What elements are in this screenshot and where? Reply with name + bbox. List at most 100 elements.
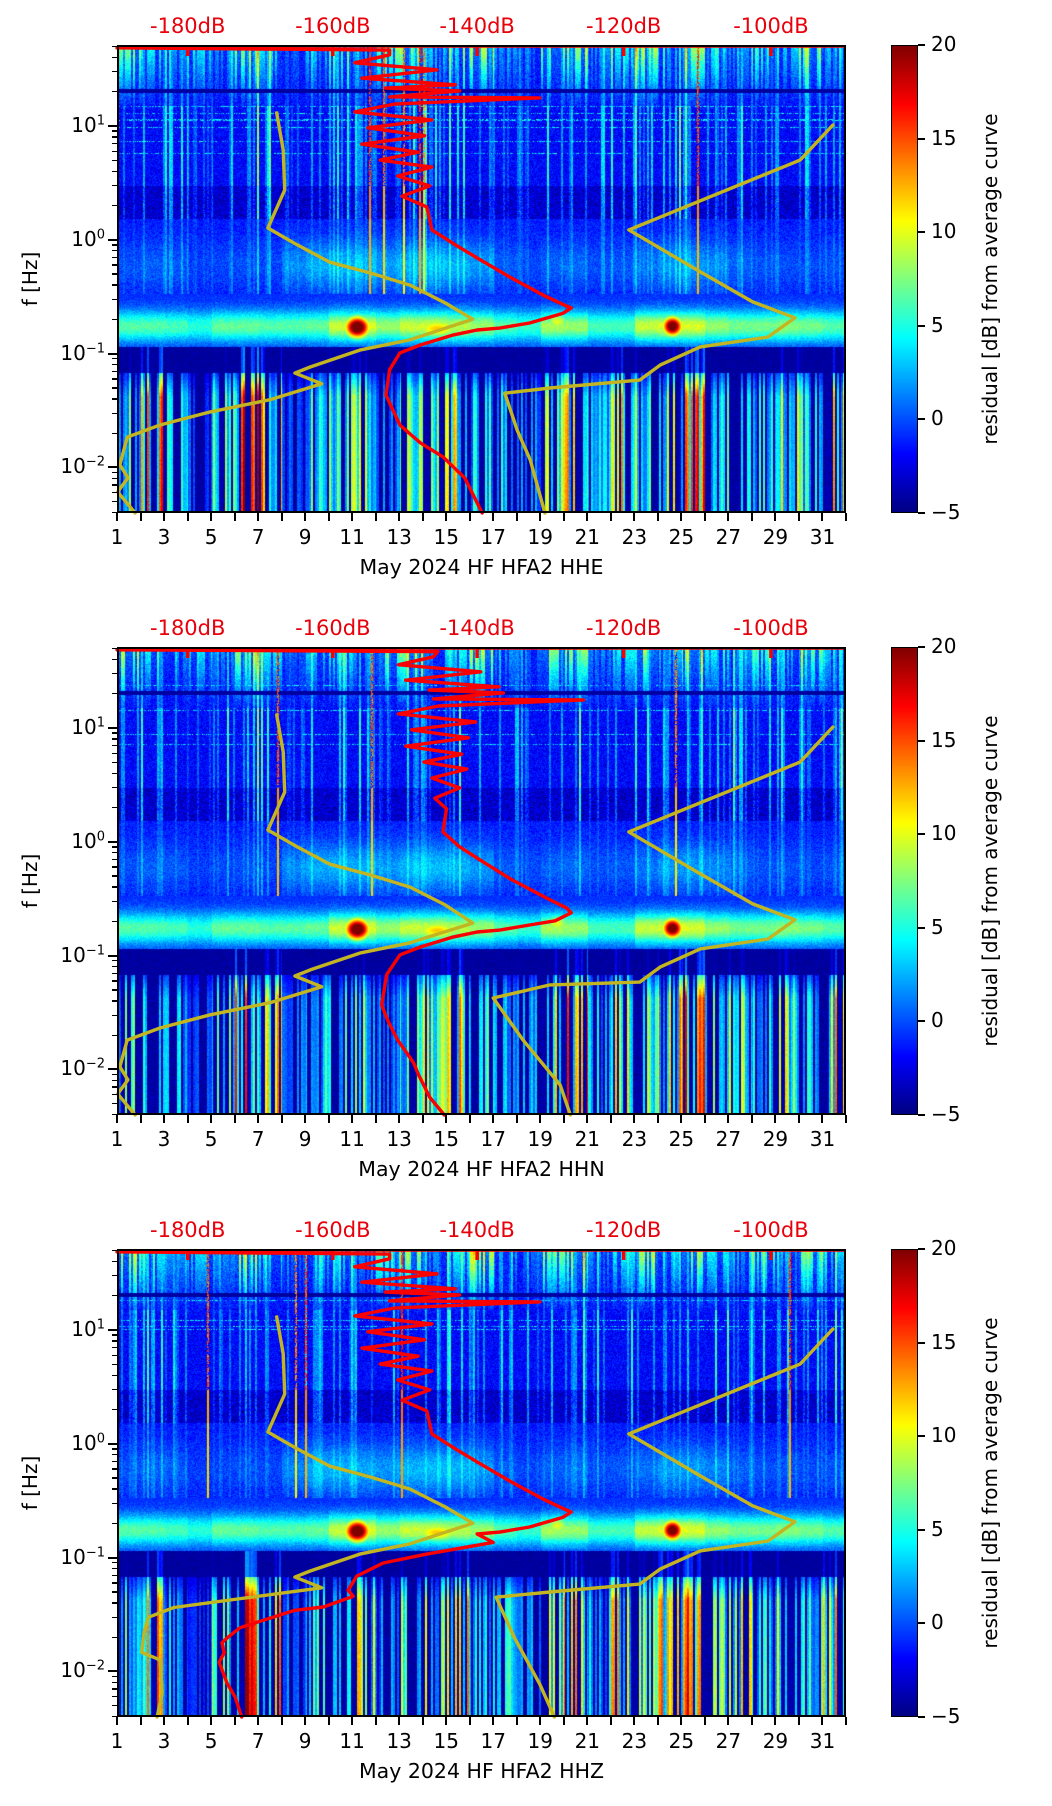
top-db-axis-label: -100dB [733, 616, 809, 640]
y-axis-minor-tick [112, 1249, 117, 1251]
colorbar-tick-label: 20 [931, 1236, 957, 1260]
x-axis-tick [116, 513, 118, 521]
x-axis-tick [727, 513, 730, 521]
x-axis-tick [774, 1717, 777, 1725]
high-noise-model-curve [503, 123, 835, 515]
colorbar-tick [918, 418, 925, 421]
y-axis-minor-tick [112, 273, 117, 275]
x-axis-tick [633, 513, 636, 521]
top-db-axis-label: -120dB [585, 616, 662, 640]
y-axis-minor-tick [112, 1074, 117, 1076]
y-axis-minor-tick [112, 806, 117, 809]
x-axis-tick-label: 29 [762, 1729, 789, 1753]
y-axis-minor-tick [112, 142, 117, 145]
y-axis-minor-tick [112, 432, 117, 434]
x-axis-tick [562, 513, 565, 521]
x-axis-tick-label: 21 [574, 1729, 601, 1753]
axis-spine [117, 1249, 119, 1717]
x-axis-tick-label: 23 [621, 1729, 648, 1753]
y-axis-minor-tick [112, 1460, 117, 1463]
axis-spine [844, 45, 846, 513]
spectrogram-image [117, 647, 846, 1115]
y-axis-minor-tick [112, 318, 117, 320]
x-axis-tick [257, 1717, 260, 1725]
x-axis-tick [703, 1717, 706, 1725]
colorbar-tick [918, 926, 925, 929]
y-axis-tick-label: 10−2 [60, 1056, 105, 1081]
y-axis-minor-tick [112, 972, 117, 974]
x-axis-tick [633, 1717, 636, 1725]
colorbar-tick [918, 1528, 925, 1531]
colorbar [891, 45, 918, 513]
top-db-axis-label: -180dB [150, 14, 226, 38]
x-axis-tick [562, 1115, 565, 1123]
x-axis-tick-label: 5 [204, 1127, 218, 1151]
x-axis-tick-label: 3 [157, 1127, 171, 1151]
x-axis-tick [280, 1717, 283, 1725]
y-axis-minor-tick [112, 412, 117, 414]
y-axis-tick-label: 10−2 [60, 1658, 105, 1683]
y-axis-minor-tick [112, 484, 117, 486]
y-axis-minor-tick [112, 1568, 117, 1570]
axis-spine [117, 647, 119, 1115]
x-axis-tick-label: 11 [339, 1127, 365, 1151]
axis-spine [117, 45, 846, 47]
colorbar-tick [918, 1020, 925, 1023]
x-axis-tick [186, 1717, 189, 1725]
x-axis-tick-label: 7 [251, 1127, 265, 1151]
y-axis-minor-tick [112, 1448, 117, 1450]
y-axis-minor-tick [112, 250, 117, 252]
y-axis-minor-tick [112, 1079, 117, 1082]
y-axis-minor-tick [112, 886, 117, 888]
y-axis-minor-tick [112, 1562, 117, 1564]
y-axis-minor-tick [112, 1340, 117, 1342]
x-axis-tick [609, 513, 612, 521]
y-axis-minor-tick [112, 298, 117, 300]
x-axis-tick [421, 513, 424, 521]
y-axis-major-tick [108, 352, 117, 355]
x-axis-tick-label: 21 [574, 525, 601, 549]
y-axis-major-tick [108, 124, 117, 127]
spectrogram-plot-area [108, 44, 847, 521]
colorbar-tick-label: 20 [931, 634, 957, 658]
y-axis-minor-tick [112, 170, 117, 172]
top-db-axis-label: -160dB [295, 1218, 371, 1242]
x-axis-tick-label: 19 [527, 525, 554, 549]
colorbar-tick [918, 1341, 925, 1344]
y-axis-minor-tick [112, 1354, 117, 1356]
x-axis-tick-label: 25 [668, 1729, 695, 1753]
x-axis-tick [351, 1115, 354, 1123]
colorbar-tick [918, 324, 925, 327]
x-axis-tick-label: 27 [715, 1127, 742, 1151]
x-axis-tick [774, 1115, 777, 1123]
y-axis-minor-tick [112, 1582, 117, 1584]
x-axis-tick-label: 11 [339, 1729, 365, 1753]
x-axis-tick-label: 9 [298, 525, 312, 549]
colorbar-tick-label: 15 [931, 125, 957, 150]
y-axis-minor-tick [112, 846, 117, 848]
panel-title: May 2024 HF HFA2 HHZ [358, 1759, 605, 1783]
mean-psd-curve [115, 46, 573, 515]
axis-spine [117, 1249, 846, 1251]
y-axis-minor-tick [112, 1363, 117, 1365]
y-axis-tick-label: 101 [71, 714, 105, 739]
y-axis-minor-tick [112, 1591, 117, 1593]
axis-spine [117, 1113, 846, 1115]
y-axis-major-tick [108, 954, 117, 957]
x-axis-tick [821, 1717, 824, 1725]
x-axis-tick-label: 19 [527, 1127, 554, 1151]
colorbar-tick [918, 512, 925, 514]
y-axis-minor-tick [112, 1114, 117, 1116]
y-axis-minor-tick [112, 70, 117, 73]
y-axis-minor-tick [112, 1094, 117, 1096]
y-axis-minor-tick [112, 1294, 117, 1297]
x-axis-tick [492, 1115, 495, 1123]
colorbar-tick-label: 5 [931, 312, 944, 337]
y-axis-tick-label: 10−1 [60, 942, 105, 967]
y-axis-minor-tick [112, 1681, 117, 1684]
x-axis-tick-label: 3 [157, 1729, 171, 1753]
x-axis-tick [845, 513, 847, 521]
x-axis-tick [445, 513, 448, 521]
x-axis-tick-label: 23 [621, 525, 648, 549]
